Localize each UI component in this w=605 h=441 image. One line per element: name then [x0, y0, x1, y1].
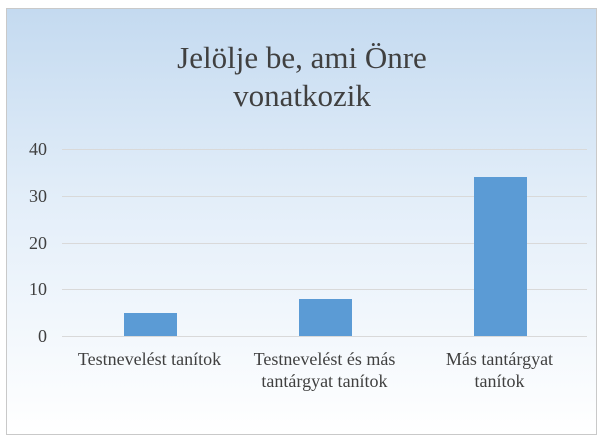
y-tick-label: 0 [38, 326, 47, 346]
x-tick-label: Testnevelést és más tantárgyat tanítok [253, 349, 396, 391]
x-tick-label: Testnevelést tanítok [77, 349, 222, 369]
bar [123, 312, 177, 336]
bar [473, 177, 527, 336]
y-tick-label: 40 [29, 139, 47, 159]
x-tick-label: Más tantárgyat tanítok [445, 349, 554, 391]
bar [298, 298, 352, 336]
y-tick-label: 10 [29, 279, 47, 300]
grid-line [62, 336, 587, 337]
grid-line [62, 149, 587, 150]
grid-line [62, 195, 587, 197]
grid-line [62, 289, 587, 291]
y-tick-label: 20 [29, 232, 47, 253]
grid-line [62, 242, 587, 244]
chart-title: Jelölje be, ami Önre vonatkozik [177, 40, 427, 113]
y-tick-label: 30 [29, 185, 47, 206]
chart: Jelölje be, ami Önre vonatkozik 0 10 20 30 4… [6, 8, 597, 435]
